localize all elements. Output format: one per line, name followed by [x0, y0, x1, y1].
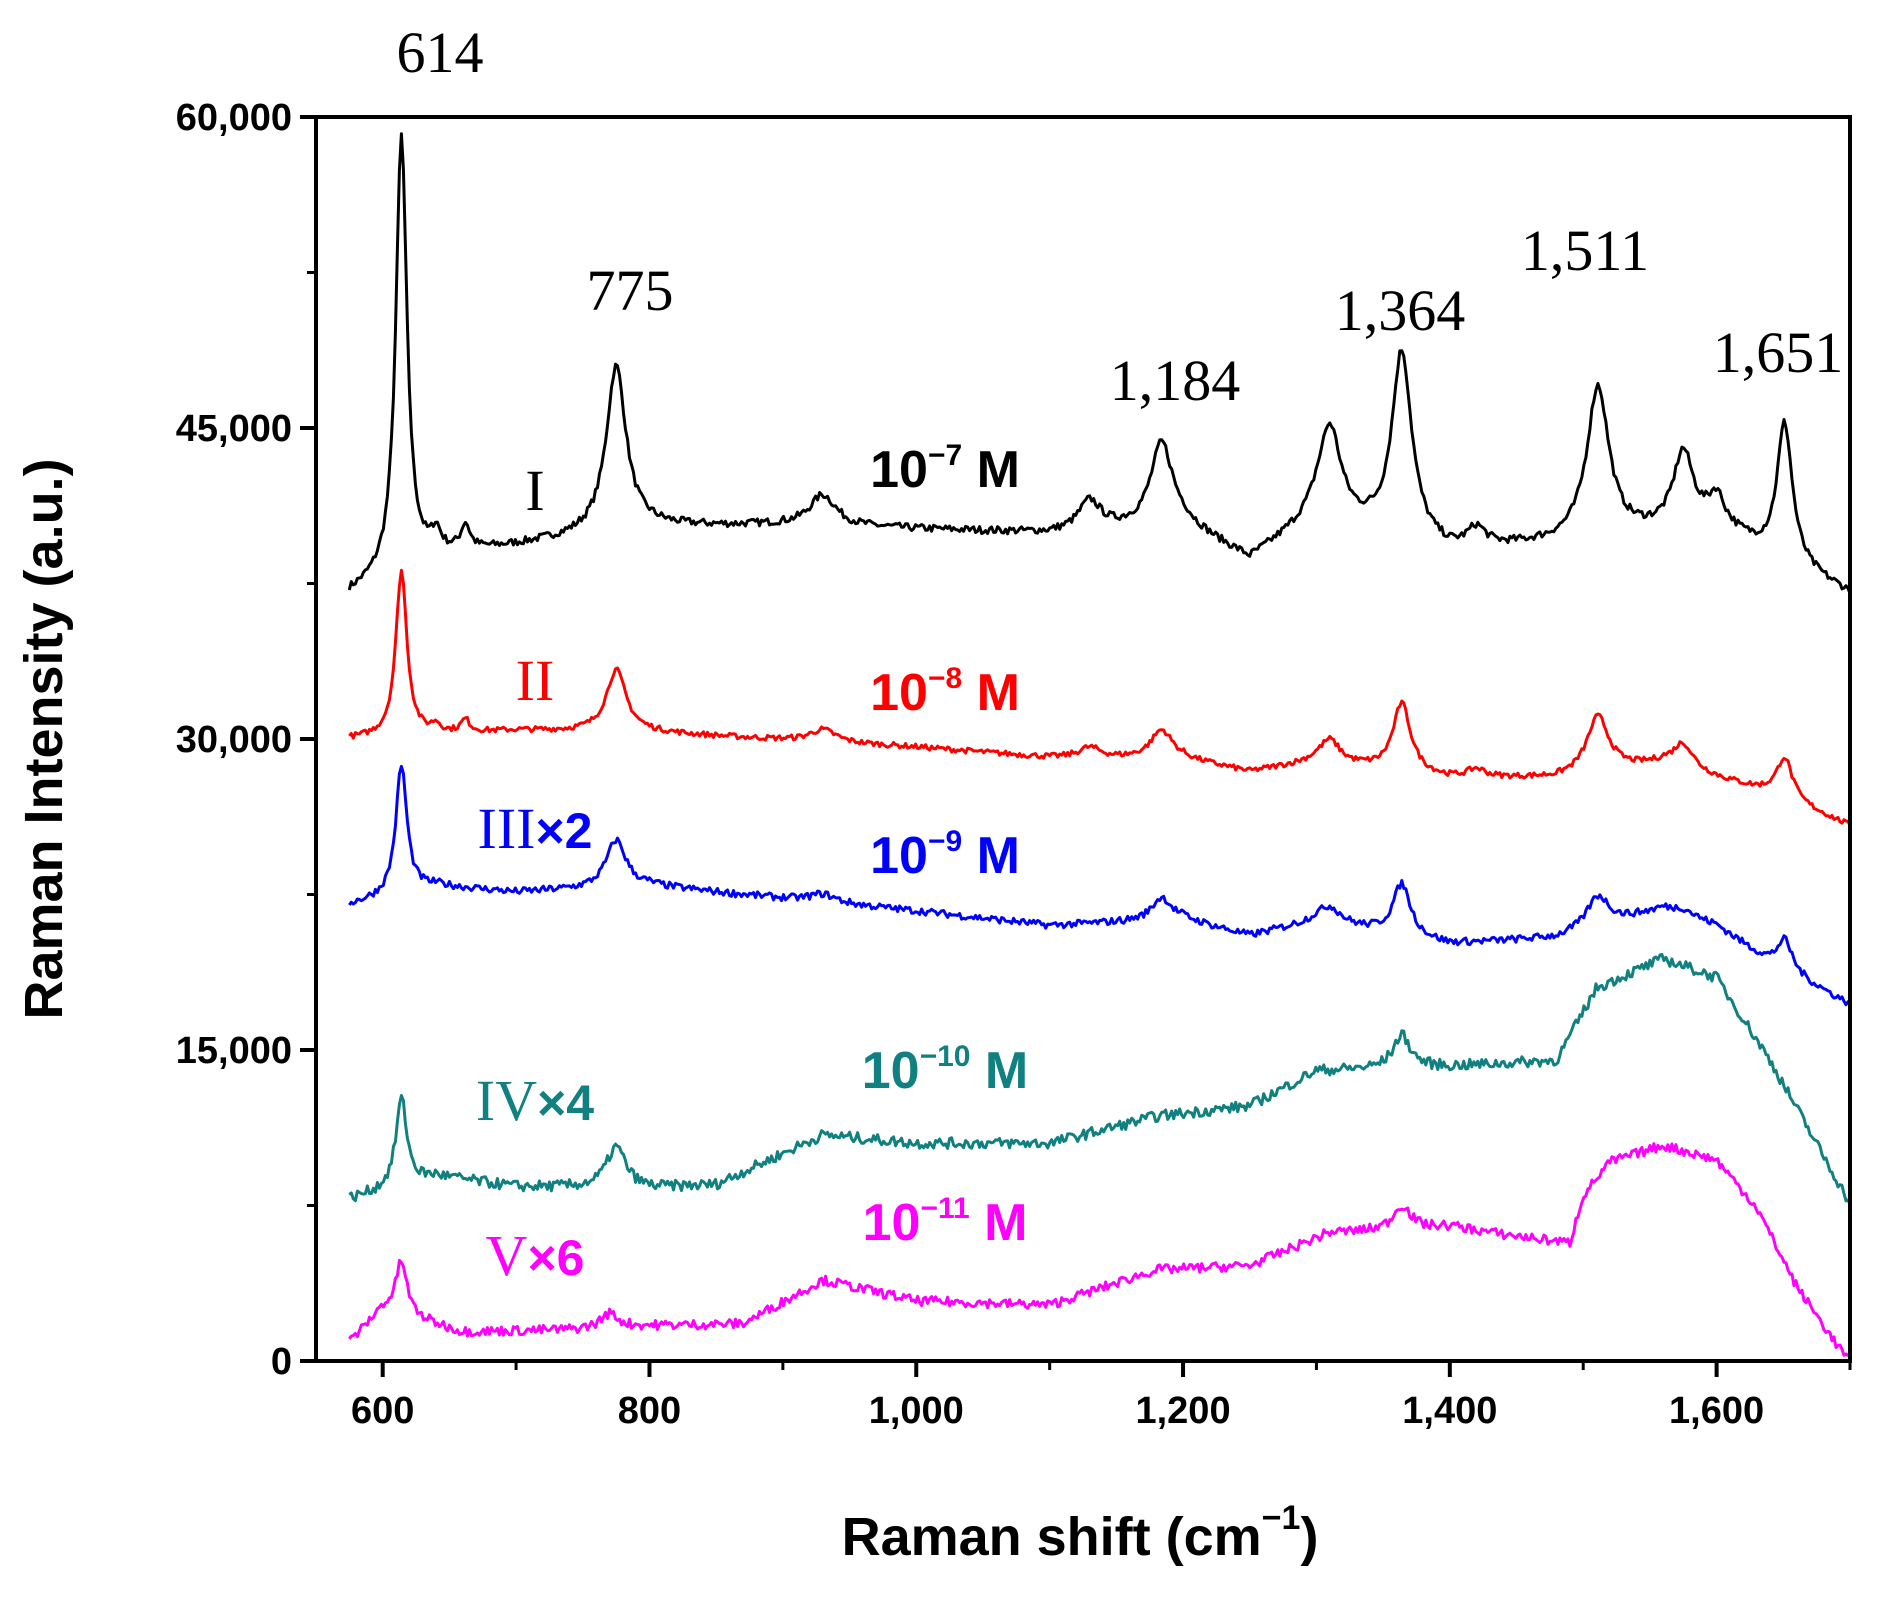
- x-axis-title-main: Raman shift (cm: [842, 1507, 1262, 1567]
- concentration-label-i: 10−7 M: [870, 439, 1020, 499]
- peak-label: 1,364: [1335, 278, 1466, 343]
- x-axis-title-close: ): [1300, 1507, 1318, 1567]
- x-tick-label: 1,200: [1135, 1390, 1230, 1432]
- peak-label: 1,651: [1713, 320, 1844, 385]
- concentration-label-iii: 10−9 M: [870, 825, 1020, 885]
- x-tick-label: 1,000: [869, 1390, 964, 1432]
- series-label-iv: IV×4: [476, 1068, 594, 1133]
- series-label-iii: III×2: [478, 796, 593, 861]
- x-axis-title-exponent: −1: [1262, 1499, 1301, 1537]
- peak-label: 1,184: [1110, 348, 1241, 413]
- x-tick-label: 1,400: [1402, 1390, 1497, 1432]
- peak-label: 775: [587, 258, 674, 323]
- spectrum-line-i: [347, 132, 1852, 594]
- x-axis-title: Raman shift (cm−1): [842, 1499, 1319, 1567]
- spectrum-line-v: [348, 1142, 1851, 1358]
- concentration-label-ii: 10−8 M: [870, 662, 1020, 722]
- peak-label: 614: [397, 20, 484, 85]
- y-tick-label: 45,000: [176, 408, 292, 450]
- y-axis-title: Raman Intensity (a.u.): [14, 458, 74, 1019]
- x-tick-label: 800: [618, 1390, 681, 1432]
- x-tick-label: 1,600: [1669, 1390, 1764, 1432]
- series-label-ii: II: [516, 648, 555, 713]
- concentration-label-v: 10−11 M: [863, 1192, 1028, 1252]
- peak-label: 1,511: [1521, 218, 1649, 283]
- concentration-label-iv: 10−10 M: [862, 1040, 1029, 1100]
- y-tick-label: 0: [271, 1341, 292, 1383]
- y-tick-label: 30,000: [176, 719, 292, 761]
- series-label-i: I: [525, 458, 544, 523]
- x-tick-label: 600: [351, 1390, 414, 1432]
- series-label-v: V×6: [486, 1223, 585, 1288]
- spectrum-line-iv: [348, 952, 1852, 1206]
- y-tick-label: 60,000: [176, 97, 292, 139]
- y-tick-label: 15,000: [176, 1030, 292, 1072]
- spectrum-line-iii: [348, 764, 1852, 1007]
- spectrum-line-ii: [348, 568, 1852, 827]
